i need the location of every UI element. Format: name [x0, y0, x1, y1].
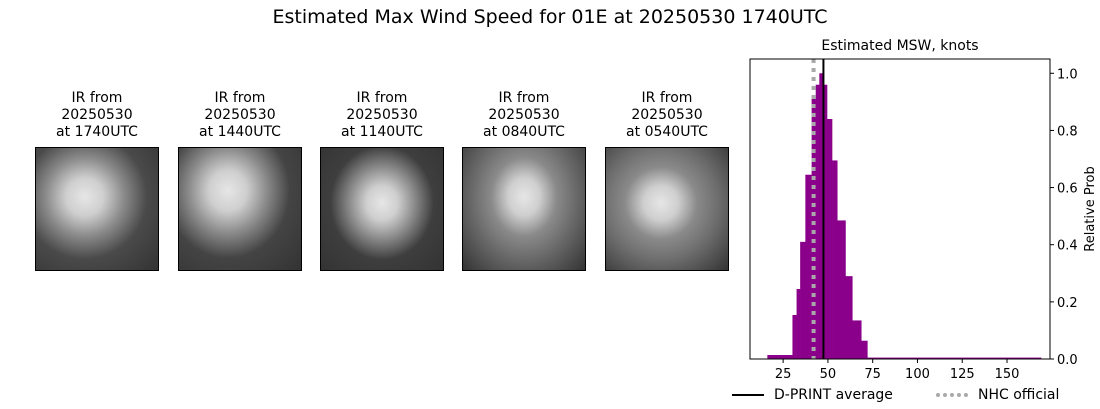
histogram-bar	[867, 357, 1042, 359]
chart-title: Estimated MSW, knots	[821, 38, 978, 54]
y-tick-label: 0.6	[1057, 182, 1078, 197]
y-tick-label: 1.0	[1057, 67, 1078, 82]
panel-label: IR from 20250530 at 1140UTC	[302, 90, 462, 141]
plot-frame	[749, 58, 1051, 360]
histogram-bar	[819, 73, 824, 360]
legend-nhc: NHC official	[936, 387, 1059, 403]
panel-label: IR from 20250530 at 0840UTC	[444, 90, 604, 141]
ir-satellite-image	[320, 147, 444, 271]
histogram-bar	[845, 276, 853, 359]
panel-label-line: 20250530	[204, 107, 276, 123]
panel-label-line: 20250530	[346, 107, 418, 123]
panel-label-line: at 1740UTC	[56, 124, 138, 140]
ir-satellite-image	[178, 147, 302, 271]
solid-line-swatch	[732, 394, 764, 396]
panel-label-line: IR from	[71, 90, 123, 106]
histogram-bar	[832, 160, 838, 359]
histogram-bar	[805, 174, 812, 359]
x-tick-label: 100	[905, 367, 930, 382]
dotted-line-swatch	[936, 393, 968, 397]
ir-satellite-image	[35, 147, 159, 271]
ir-satellite-image	[605, 147, 729, 271]
ir-satellite-image	[462, 147, 586, 271]
legend-label: D-PRINT average	[774, 387, 893, 403]
panel-label-line: at 0540UTC	[626, 124, 708, 140]
panel-label-line: at 1440UTC	[199, 124, 281, 140]
panel-label-line: IR from	[641, 90, 693, 106]
x-tick-label: 50	[820, 367, 837, 382]
y-tick-label: 0.4	[1057, 239, 1078, 254]
x-tick-label: 75	[864, 367, 881, 382]
panel-label-line: 20250530	[631, 107, 703, 123]
panel-label-line: IR from	[214, 90, 266, 106]
legend-dprint: D-PRINT average	[732, 387, 893, 403]
histogram-bar	[822, 84, 828, 359]
histogram-bar	[861, 340, 868, 359]
panel-label-line: at 1140UTC	[341, 124, 423, 140]
x-tick-label: 125	[950, 367, 975, 382]
histogram-bar	[811, 99, 817, 359]
histogram-bar	[792, 315, 797, 359]
figure-title: Estimated Max Wind Speed for 01E at 2025…	[272, 6, 828, 28]
histogram-bar	[815, 84, 820, 359]
panel-label: IR from 20250530 at 1440UTC	[160, 90, 320, 141]
panel-label: IR from 20250530 at 0540UTC	[587, 90, 747, 141]
x-tick-label: 150	[995, 367, 1020, 382]
histogram-bar	[827, 119, 833, 359]
histogram-bar	[767, 355, 793, 359]
y-tick-label: 0.2	[1057, 296, 1078, 311]
histogram-bar	[796, 289, 801, 359]
histogram-bar	[837, 220, 846, 359]
panel-label: IR from 20250530 at 1740UTC	[17, 90, 177, 141]
y-axis-label: Relative Prob	[1083, 166, 1098, 251]
y-tick-label: 0.0	[1057, 353, 1078, 368]
legend-label: NHC official	[978, 387, 1060, 403]
x-tick-label: 25	[775, 367, 792, 382]
y-tick-label: 0.8	[1057, 124, 1078, 139]
panel-label-line: at 0840UTC	[483, 124, 565, 140]
histogram-bar	[800, 241, 806, 359]
panel-label-line: IR from	[498, 90, 550, 106]
histogram-bar	[852, 320, 862, 359]
panel-label-line: 20250530	[61, 107, 133, 123]
panel-label-line: IR from	[356, 90, 408, 106]
panel-label-line: 20250530	[488, 107, 560, 123]
